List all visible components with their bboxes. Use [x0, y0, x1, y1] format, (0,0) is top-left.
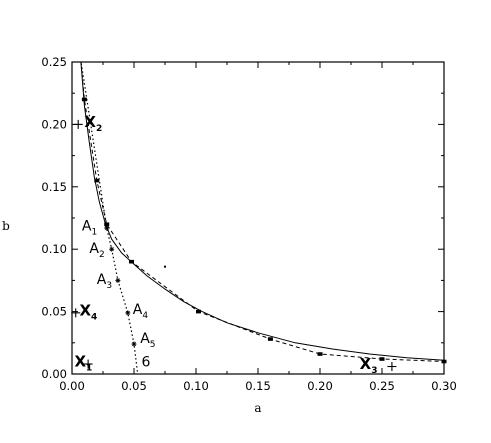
annotation-main: A [140, 331, 150, 347]
x-tick-label: 0.30 [431, 379, 457, 393]
series-layer [80, 62, 444, 374]
ticks [71, 61, 445, 375]
annotation-main: A [82, 218, 92, 234]
star-stroke [125, 310, 130, 315]
square-marker [81, 97, 87, 102]
annotation-subscript: 4 [91, 312, 97, 322]
x-tick-label: 0.25 [369, 379, 395, 393]
y-tick-label: 0.25 [41, 55, 67, 69]
annotation-subscript: 3 [371, 366, 377, 376]
x-axis-label: a [254, 401, 261, 415]
y-tick-label: 0.05 [41, 305, 67, 319]
x-tick-label: 0.20 [307, 379, 333, 393]
marker-layer [71, 97, 447, 372]
star-marker [125, 310, 131, 316]
x-tick-label: 0.10 [183, 379, 209, 393]
square-marker [129, 259, 135, 264]
square-marker [94, 178, 100, 183]
y-tick-labels: 0.00 0.05 0.10 0.15 0.20 0.25 [41, 55, 67, 381]
annotation-subscript: 1 [91, 227, 97, 237]
x-tick-labels: 0.00 0.05 0.10 0.15 0.20 0.25 0.30 [59, 379, 457, 393]
series-line-dashed [80, 62, 444, 362]
square-marker [317, 352, 323, 356]
star-marker [104, 225, 110, 231]
annotation-main: A [89, 241, 99, 257]
annotation-A5: A5 [140, 331, 155, 350]
annotation-A3: A3 [97, 272, 112, 291]
annotation-X1: X1 [74, 353, 92, 374]
cross-marker [83, 359, 93, 369]
annotation-subscript: 3 [106, 281, 112, 291]
annotation-main: X [84, 113, 96, 131]
square-marker [267, 337, 273, 341]
square-marker [441, 359, 447, 364]
x-tick-label: 0.15 [245, 379, 271, 393]
y-axis-label: b [2, 219, 10, 233]
square-marker [379, 357, 385, 361]
square-marker [104, 222, 110, 227]
annotation-main: X [79, 301, 91, 319]
annotation-subscript: 2 [99, 250, 105, 260]
annotation-subscript: 5 [150, 340, 156, 350]
star-stroke [115, 278, 120, 283]
star-marker [115, 277, 121, 283]
cross-marker [71, 308, 81, 318]
y-tick-label: 0.15 [41, 180, 67, 194]
series-line-dotted [80, 62, 139, 374]
stray-point [164, 265, 166, 268]
annotation-main: X [74, 353, 86, 371]
star-stroke [131, 341, 137, 347]
cross-marker [387, 362, 397, 372]
annotation-main: X [360, 355, 372, 373]
annotation-subscript: 2 [96, 124, 102, 134]
annotation-X4: X4 [79, 301, 97, 322]
annotation-X3: X3 [360, 355, 378, 376]
annotation-six: 6 [141, 355, 150, 371]
x-tick-label: 0.05 [121, 379, 147, 393]
cross-marker [73, 119, 83, 129]
square-marker [195, 309, 201, 314]
y-tick-label: 0.10 [41, 242, 67, 256]
plot-frame [71, 61, 445, 375]
annotation-main: A [133, 302, 143, 318]
star-stroke [109, 247, 114, 252]
annotation-A2: A2 [89, 241, 104, 260]
annotation-main: 6 [141, 355, 150, 371]
annotation-A4: A4 [133, 302, 149, 321]
star-marker [109, 246, 115, 252]
annotation-subscript: 1 [86, 364, 92, 374]
annotation-X2: X2 [84, 113, 102, 134]
y-tick-label: 0.00 [41, 367, 67, 381]
x-tick-label: 0.00 [59, 379, 85, 393]
y-tick-label: 0.20 [41, 117, 67, 131]
annotation-main: A [97, 272, 107, 288]
star-marker [131, 341, 137, 347]
annotation-subscript: 4 [142, 311, 148, 321]
annotation-A1: A1 [82, 218, 97, 237]
star-stroke [104, 225, 109, 231]
